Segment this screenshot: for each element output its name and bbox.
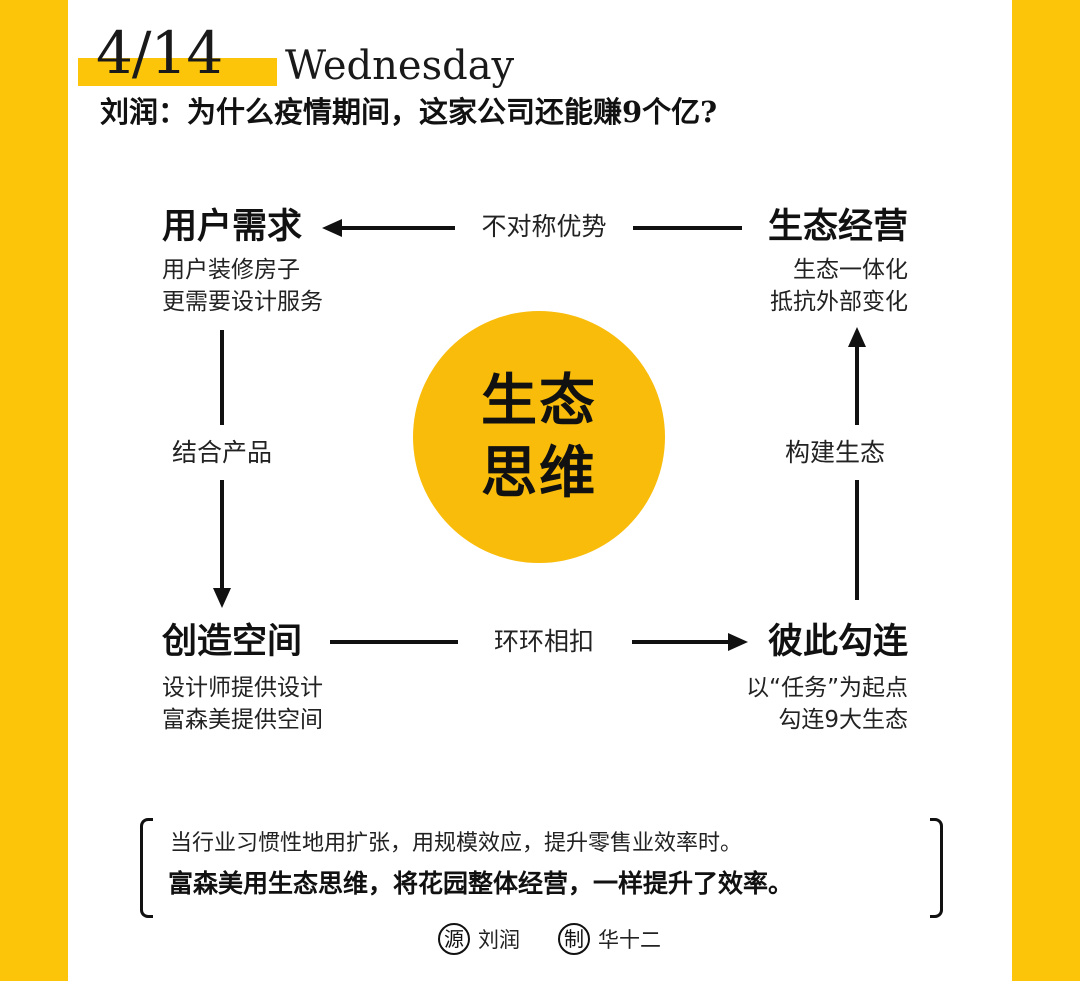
edge-label-top: 不对称优势 xyxy=(481,212,607,241)
edge-label-left: 结合产品 xyxy=(171,438,272,467)
node-title: 生态经营 xyxy=(767,206,908,247)
quote-line-2: 富森美用生态思维，将花园整体经营，一样提升了效率。 xyxy=(168,869,794,898)
center-label-line2: 思维 xyxy=(481,440,597,506)
quote-line-1: 当行业习惯性地用扩张，用规模效应，提升零售业效率时。 xyxy=(170,831,743,856)
edge-label-bottom: 环环相扣 xyxy=(493,627,594,656)
node-title: 彼此勾连 xyxy=(767,621,908,662)
arrow-left xyxy=(213,330,231,608)
node-desc: 更需要设计服务 xyxy=(162,289,323,315)
date-label: 4/14 xyxy=(96,19,223,87)
node-desc: 勾连9大生态 xyxy=(778,707,908,733)
source-badge-icon: 源 xyxy=(438,923,470,955)
arrow-bottom xyxy=(330,633,748,651)
maker-badge-icon: 制 xyxy=(558,923,590,955)
headline: 刘润：为什么疫情期间，这家公司还能赚9个亿? xyxy=(100,95,718,129)
node-title: 用户需求 xyxy=(162,206,303,247)
date-highlight-bar xyxy=(78,58,277,86)
edge-label-right: 构建生态 xyxy=(784,438,885,467)
quote-bracket-right xyxy=(930,818,943,918)
arrow-right xyxy=(848,327,866,600)
source-name: 刘润 xyxy=(478,928,520,952)
credits: 源 刘润 制 华十二 xyxy=(438,920,661,958)
center-circle: 生态 思维 xyxy=(413,311,665,563)
center-label-line1: 生态 xyxy=(481,368,597,434)
arrow-top xyxy=(322,219,742,237)
node-desc: 富森美提供空间 xyxy=(162,707,323,733)
weekday-label: Wednesday xyxy=(285,43,515,89)
node-desc: 以“任务”为起点 xyxy=(746,675,908,701)
node-desc: 生态一体化 xyxy=(793,257,908,283)
node-title: 创造空间 xyxy=(162,621,303,662)
node-desc: 用户装修房子 xyxy=(162,257,300,283)
quote-bracket-left xyxy=(140,818,153,918)
node-desc: 设计师提供设计 xyxy=(162,675,323,701)
maker-name: 华十二 xyxy=(598,928,661,952)
node-desc: 抵抗外部变化 xyxy=(770,289,908,315)
